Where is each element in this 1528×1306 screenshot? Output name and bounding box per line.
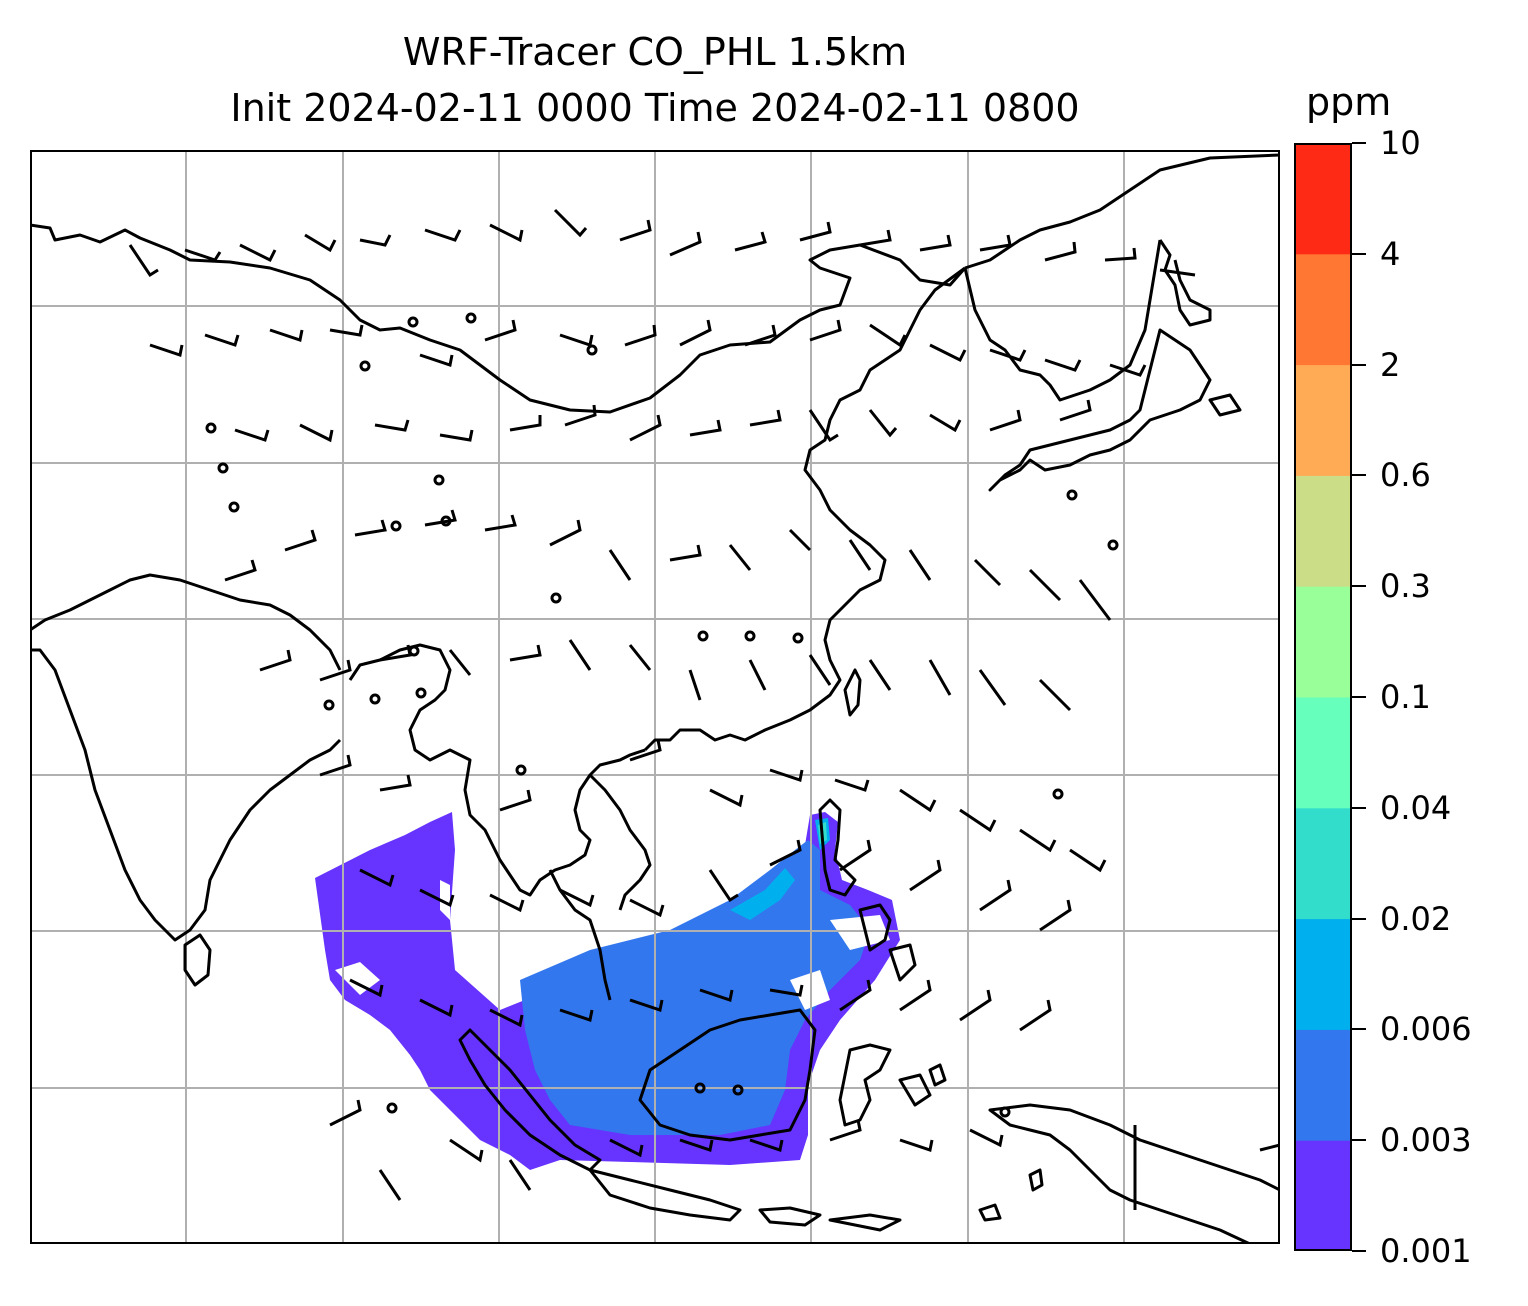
- colorbar-band: [1294, 143, 1352, 255]
- colorbar-band: [1294, 475, 1352, 587]
- colorbar-tick-label: 0.1: [1380, 678, 1431, 716]
- colorbar: [1294, 143, 1352, 1251]
- colorbar-band: [1294, 1140, 1352, 1251]
- colorbar-band: [1294, 253, 1352, 366]
- colorbar-tick-label: 0.003: [1380, 1121, 1472, 1160]
- colorbar-tick: [1352, 474, 1366, 477]
- map-title-line1: WRF-Tracer CO_PHL 1.5km: [402, 30, 908, 74]
- colorbar-band: [1294, 697, 1352, 809]
- coastlines: [30, 153, 1280, 1244]
- lat-lon-gridlines: [30, 150, 1280, 1244]
- colorbar-band: [1294, 586, 1352, 698]
- tracer-plume-mid: [520, 840, 870, 1135]
- colorbar-tick-label: 10: [1380, 124, 1421, 162]
- colorbar-tick: [1352, 696, 1366, 698]
- colorbar-tick: [1352, 1250, 1366, 1252]
- wind-barbs: [128, 208, 1196, 1201]
- colorbar-tick-label: 0.02: [1380, 899, 1452, 938]
- colorbar-tick: [1352, 1139, 1366, 1142]
- colorbar-tick: [1352, 585, 1366, 588]
- colorbar-tick-label: 4: [1380, 234, 1401, 273]
- colorbar-tick: [1352, 142, 1366, 144]
- colorbar-unit: ppm: [1306, 80, 1392, 124]
- colorbar-tick: [1352, 1028, 1366, 1031]
- colorbar-tick-label: 2: [1380, 345, 1401, 384]
- colorbar-tick-label: 0.04: [1380, 788, 1452, 827]
- colorbar-band: [1294, 918, 1352, 1030]
- colorbar-tick: [1352, 363, 1366, 366]
- calm-wind-markers: [205, 312, 1119, 1118]
- colorbar-tick-label: 0.6: [1380, 456, 1431, 495]
- map-panel: [30, 150, 1280, 1244]
- colorbar-band: [1294, 807, 1352, 920]
- colorbar-tick: [1352, 917, 1366, 920]
- map-title-line2: Init 2024-02-11 0000 Time 2024-02-11 080…: [230, 86, 1080, 130]
- colorbar-tick: [1352, 252, 1366, 255]
- colorbar-tick-label: 0.006: [1380, 1010, 1472, 1049]
- colorbar-band: [1294, 1029, 1352, 1141]
- colorbar-tick-label: 0.001: [1380, 1232, 1472, 1270]
- map-border: [30, 150, 1280, 1244]
- colorbar-tick-label: 0.3: [1380, 567, 1431, 606]
- colorbar-band: [1294, 364, 1352, 476]
- colorbar-tick: [1352, 806, 1366, 809]
